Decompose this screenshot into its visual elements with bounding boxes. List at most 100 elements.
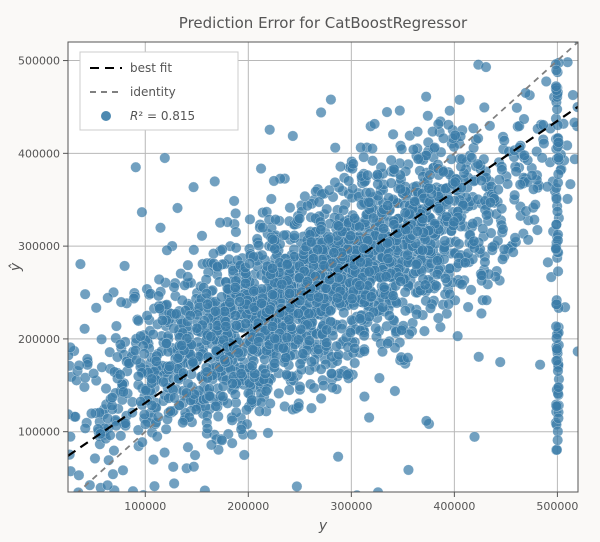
- data-point: [265, 398, 275, 408]
- data-point: [403, 465, 413, 475]
- data-point: [468, 218, 478, 228]
- data-point: [304, 336, 314, 346]
- data-point: [75, 259, 85, 269]
- data-point: [421, 416, 431, 426]
- data-point: [359, 330, 369, 340]
- data-point: [345, 327, 355, 337]
- data-point: [240, 278, 250, 288]
- data-point: [231, 227, 241, 237]
- data-point: [215, 218, 225, 228]
- data-point: [400, 208, 410, 218]
- data-point: [511, 166, 521, 176]
- data-point: [499, 135, 509, 145]
- data-point: [383, 253, 393, 263]
- data-point: [457, 279, 467, 289]
- data-point: [147, 374, 157, 384]
- data-point: [497, 254, 507, 264]
- data-point: [343, 176, 353, 186]
- data-point: [530, 199, 540, 209]
- data-point: [324, 234, 334, 244]
- data-point: [161, 424, 171, 434]
- data-point: [532, 225, 542, 235]
- data-point: [466, 285, 476, 295]
- data-point: [115, 370, 125, 380]
- data-point: [445, 106, 455, 116]
- data-point: [316, 225, 326, 235]
- data-point: [88, 368, 98, 378]
- data-point: [403, 353, 413, 363]
- data-point: [384, 310, 394, 320]
- data-point: [359, 243, 369, 253]
- data-point: [168, 462, 178, 472]
- data-point: [543, 257, 553, 267]
- data-point: [270, 334, 280, 344]
- data-point: [230, 389, 240, 399]
- data-point: [460, 258, 470, 268]
- data-point: [245, 214, 255, 224]
- data-point: [373, 179, 383, 189]
- data-point: [219, 306, 229, 316]
- x-tick-label: 100000: [124, 500, 166, 513]
- data-point: [429, 142, 439, 152]
- data-point: [309, 383, 319, 393]
- data-point: [400, 306, 410, 316]
- data-point: [497, 165, 507, 175]
- data-point: [229, 196, 239, 206]
- data-point: [284, 385, 294, 395]
- data-point: [348, 159, 358, 169]
- data-point: [481, 295, 491, 305]
- data-point: [378, 223, 388, 233]
- data-point: [314, 197, 324, 207]
- data-point: [218, 381, 228, 391]
- data-point: [213, 411, 223, 421]
- data-point: [266, 194, 276, 204]
- data-point: [293, 402, 303, 412]
- data-point: [396, 144, 406, 154]
- data-point: [270, 214, 280, 224]
- data-point: [366, 292, 376, 302]
- data-point: [206, 331, 216, 341]
- data-point: [217, 435, 227, 445]
- data-point: [149, 481, 159, 491]
- data-point: [449, 217, 459, 227]
- data-point: [350, 358, 360, 368]
- data-point: [112, 352, 122, 362]
- data-point: [515, 179, 525, 189]
- data-point: [553, 152, 563, 162]
- data-point: [551, 401, 561, 411]
- data-point: [494, 175, 504, 185]
- data-point: [322, 325, 332, 335]
- data-point: [444, 264, 454, 274]
- x-tick-label: 500000: [536, 500, 578, 513]
- data-point: [541, 76, 551, 86]
- data-point: [296, 324, 306, 334]
- data-point: [345, 231, 355, 241]
- data-point: [333, 221, 343, 231]
- data-point: [70, 412, 80, 422]
- data-point: [164, 361, 174, 371]
- data-point: [443, 120, 453, 130]
- data-point: [90, 453, 100, 463]
- data-point: [245, 259, 255, 269]
- data-point: [182, 272, 192, 282]
- data-point: [313, 292, 323, 302]
- data-point: [553, 137, 563, 147]
- data-point: [552, 435, 562, 445]
- data-point: [443, 299, 453, 309]
- data-point: [160, 153, 170, 163]
- data-point: [206, 440, 216, 450]
- data-point: [152, 431, 162, 441]
- data-point: [523, 235, 533, 245]
- data-point: [364, 312, 374, 322]
- data-point: [553, 266, 563, 276]
- data-point: [452, 331, 462, 341]
- data-point: [445, 289, 455, 299]
- data-point: [330, 142, 340, 152]
- data-point: [473, 133, 483, 143]
- data-point: [133, 371, 143, 381]
- data-point: [227, 378, 237, 388]
- data-point: [298, 348, 308, 358]
- data-point: [118, 387, 128, 397]
- data-point: [267, 263, 277, 273]
- data-point: [349, 213, 359, 223]
